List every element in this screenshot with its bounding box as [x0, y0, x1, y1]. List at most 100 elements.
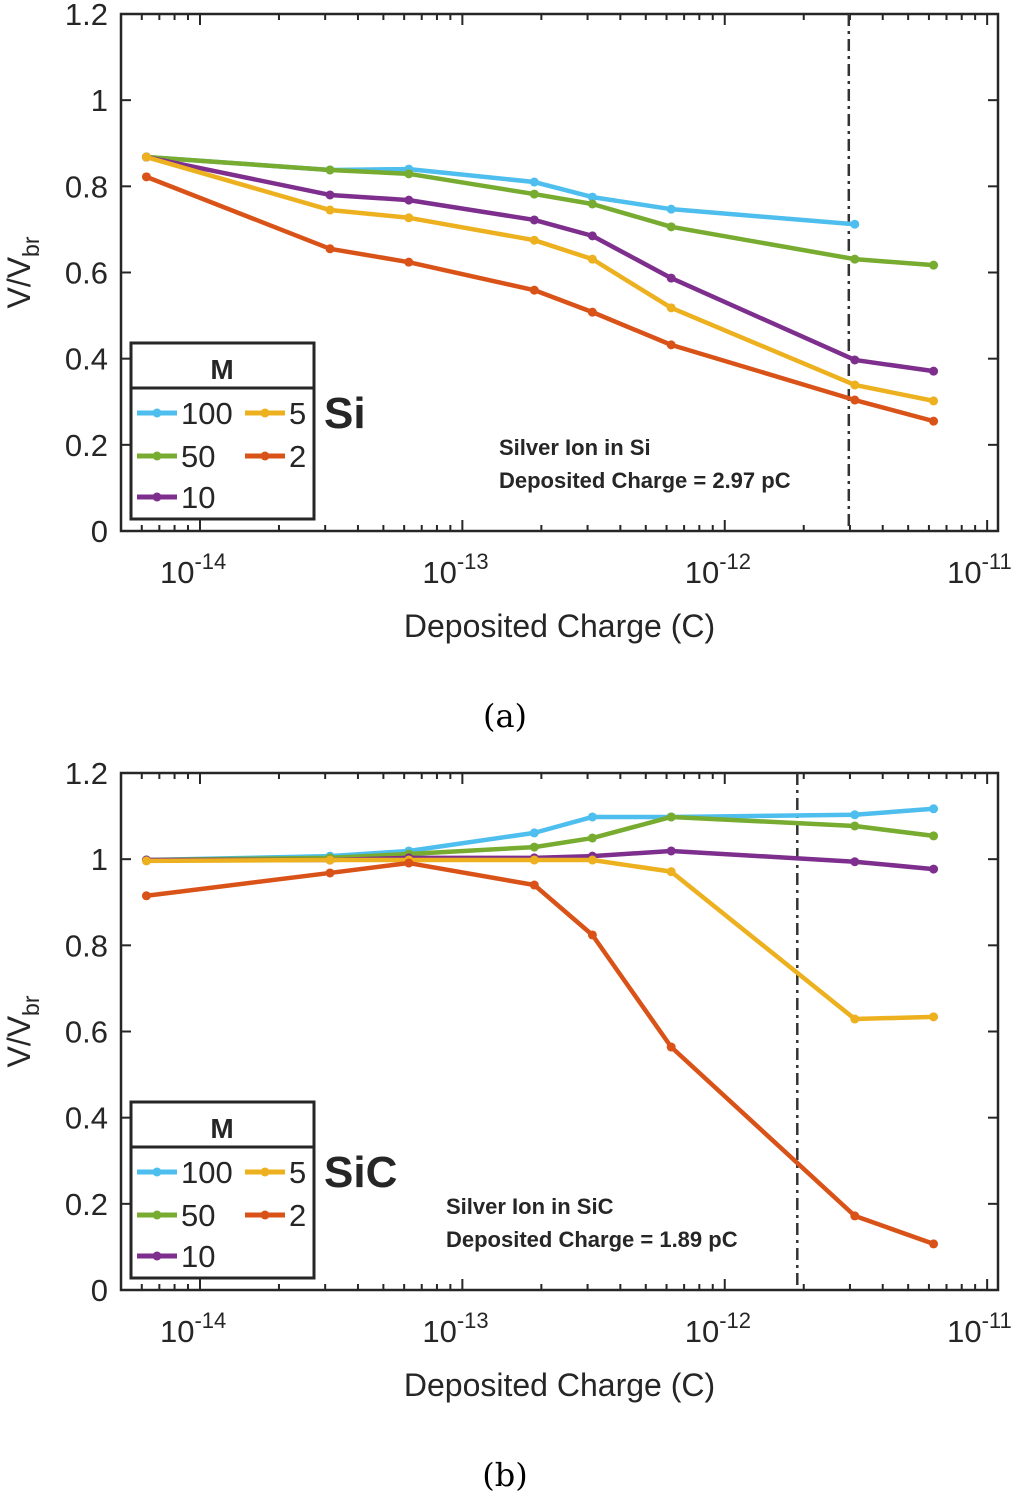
data-point-5	[587, 855, 597, 865]
x-tick-base: 10	[422, 555, 456, 590]
x-tick-label: 10-11	[947, 549, 1012, 590]
data-point-50	[529, 189, 539, 199]
y-tick-label: 0	[91, 1273, 108, 1308]
data-point-50	[529, 842, 539, 852]
data-point-50	[850, 821, 860, 831]
data-point-2	[587, 930, 597, 940]
series-line-2	[145, 174, 935, 424]
legend-marker-10	[152, 1251, 162, 1261]
data-point-5	[529, 235, 539, 245]
chart-panel-b: 10-14 10-13 10-12 10-1100.20.40.60.811.2Dep…	[1, 756, 1012, 1493]
data-point-5	[666, 303, 676, 313]
chart-panel-a: 10-14 10-13 10-12 10-1100.20.40.60.811.2Dep…	[1, 0, 1012, 735]
data-point-5	[325, 205, 335, 215]
y-axis-label: V/Vbr	[1, 236, 44, 308]
data-point-5	[404, 213, 414, 223]
y-tick-label: 0	[91, 514, 108, 549]
data-point-100	[850, 810, 860, 820]
legend: M 100 50 10 5 2	[129, 1100, 316, 1280]
legend-marker-2	[260, 451, 270, 461]
data-point-50	[666, 812, 676, 822]
data-point-10	[404, 195, 414, 205]
data-point-100	[850, 219, 860, 229]
legend-label-100: 100	[181, 1155, 233, 1190]
data-point-50	[666, 222, 676, 232]
x-tick-exponent: -12	[719, 1308, 751, 1333]
data-point-2	[929, 416, 939, 426]
data-point-5	[929, 1012, 939, 1022]
x-tick-label: 10-11	[947, 1308, 1012, 1349]
data-point-2	[666, 1042, 676, 1052]
legend-box	[129, 341, 316, 521]
data-point-2	[666, 340, 676, 350]
annotation-text: Silver Ion in SiC	[446, 1194, 614, 1219]
panel-caption: (b)	[482, 1456, 527, 1493]
data-point-5	[325, 855, 335, 865]
series-line-5	[145, 154, 935, 404]
legend-marker-2	[260, 1210, 270, 1220]
y-tick-label: 0.6	[65, 1015, 108, 1050]
data-point-100	[529, 177, 539, 187]
data-point-10	[850, 857, 860, 867]
x-tick-base: 10	[422, 1314, 456, 1349]
legend-label-100: 100	[181, 396, 233, 431]
data-point-5	[929, 396, 939, 406]
legend-title: M	[210, 1113, 233, 1144]
data-point-2	[850, 1211, 860, 1221]
x-tick-label: 10-14	[160, 1308, 226, 1349]
legend-label-50: 50	[181, 439, 215, 474]
legend-marker-10	[152, 492, 162, 502]
data-point-50	[850, 254, 860, 264]
x-tick-label: 10-13	[422, 549, 488, 590]
x-tick-base: 10	[947, 1314, 981, 1349]
data-point-2	[141, 891, 151, 901]
y-axis-label-main: V/V	[1, 1015, 37, 1067]
data-point-10	[325, 190, 335, 200]
data-point-10	[529, 215, 539, 225]
legend-label-50: 50	[181, 1198, 215, 1233]
annotation-text: Deposited Charge = 1.89 pC	[446, 1227, 738, 1252]
data-point-10	[850, 355, 860, 365]
x-axis-label: Deposited Charge (C)	[404, 608, 715, 644]
data-point-50	[587, 199, 597, 209]
legend-marker-100	[152, 408, 162, 418]
y-tick-label: 1	[91, 842, 108, 877]
x-tick-label: 10-14	[160, 549, 226, 590]
data-point-50	[404, 169, 414, 179]
x-tick-base: 10	[947, 555, 981, 590]
y-axis-label-subscript: br	[18, 236, 44, 257]
legend-marker-5	[260, 1167, 270, 1177]
data-point-100	[529, 828, 539, 838]
data-point-50	[325, 165, 335, 175]
data-point-100	[587, 812, 597, 822]
x-tick-base: 10	[685, 1314, 719, 1349]
data-point-2	[529, 285, 539, 295]
legend: M 100 50 10 5 2	[129, 341, 316, 521]
data-point-2	[404, 858, 414, 868]
data-point-50	[587, 833, 597, 843]
data-point-50	[929, 831, 939, 841]
y-axis-label-subscript: br	[18, 995, 44, 1016]
data-point-10	[929, 864, 939, 874]
y-tick-label: 0.2	[65, 1187, 108, 1222]
data-point-5	[529, 855, 539, 865]
series-line-50	[146, 154, 934, 268]
data-point-2	[404, 257, 414, 267]
x-tick-exponent: -14	[194, 549, 226, 574]
legend-marker-5	[260, 408, 270, 418]
data-point-10	[666, 846, 676, 856]
data-point-2	[850, 395, 860, 405]
y-axis-label: V/Vbr	[1, 995, 44, 1067]
y-tick-label: 0.4	[65, 342, 108, 377]
x-tick-exponent: -11	[982, 549, 1012, 574]
legend-box	[129, 1100, 316, 1280]
data-point-5	[850, 380, 860, 390]
annotation-text: Deposited Charge = 2.97 pC	[499, 468, 791, 493]
x-tick-base: 10	[160, 555, 194, 590]
x-axis-label: Deposited Charge (C)	[404, 1367, 715, 1403]
legend-label-10: 10	[181, 480, 215, 515]
data-point-5	[850, 1014, 860, 1024]
y-tick-label: 0.8	[65, 928, 108, 963]
y-tick-label: 1.2	[65, 0, 108, 32]
